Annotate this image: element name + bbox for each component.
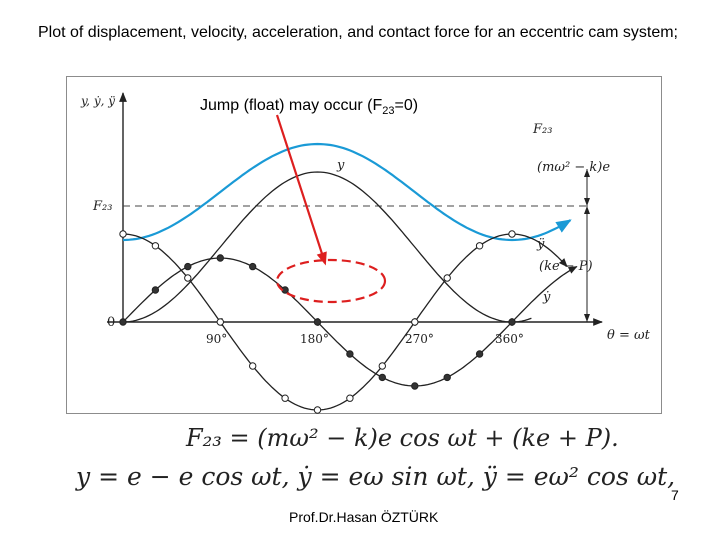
acceleration-marker — [411, 318, 419, 326]
y-curve-label: y — [336, 158, 345, 173]
dimension-arrow-mid-up — [584, 198, 590, 206]
acceleration-marker — [151, 242, 160, 250]
velocity-marker — [508, 318, 516, 326]
acceleration-marker — [313, 406, 322, 414]
velocity-marker — [411, 382, 419, 390]
dimension-arrow-top — [584, 169, 590, 177]
ydd-curve-label: ÿ — [536, 237, 545, 252]
velocity-marker — [378, 373, 386, 382]
callout-text-end: =0) — [394, 97, 419, 114]
jump-region-ellipse — [275, 258, 387, 304]
slide-title: Plot of displacement, velocity, accelera… — [38, 24, 678, 41]
tick-label-180: 180° — [300, 332, 329, 346]
y-axis-label: y, ẏ, ÿ — [80, 94, 115, 108]
motion-equations: y = e − e cos ωt, ẏ = eω sin ωt, ÿ = eω²… — [76, 462, 676, 491]
acceleration-curve — [122, 233, 568, 411]
velocity-markers — [119, 254, 516, 390]
velocity-marker — [184, 262, 192, 271]
callout-text: Jump (float) may occur (F — [200, 97, 383, 114]
cam-motion-diagram: y, ẏ, ÿ 0 F₂₃ θ = ωt 90° 180° 270° 360° … — [66, 76, 662, 414]
displacement-curve — [122, 171, 532, 323]
tick-label-270: 270° — [405, 332, 434, 346]
acceleration-marker — [508, 230, 516, 238]
dimension-arrow-mid-down — [584, 206, 590, 214]
velocity-marker — [443, 373, 451, 382]
acceleration-marker — [249, 362, 257, 370]
velocity-marker — [151, 286, 160, 294]
f23-curve — [122, 142, 572, 242]
velocity-marker — [346, 350, 354, 358]
acceleration-marker — [475, 242, 484, 250]
yd-curve-label: ẏ — [542, 290, 551, 305]
velocity-marker — [216, 254, 225, 262]
x-axis-label: θ = ωt — [607, 328, 651, 343]
acceleration-marker — [378, 362, 386, 370]
contact-force-equation: F₂₃ = (mω² − k)e cos ωt + (ke + P). — [186, 424, 619, 452]
callout-subscript: 23 — [382, 105, 395, 118]
velocity-marker — [119, 318, 127, 326]
tick-label-360: 360° — [495, 332, 524, 346]
acceleration-marker — [443, 274, 451, 282]
velocity-marker — [249, 262, 257, 271]
page-number: 7 — [671, 487, 679, 503]
lower-dimension-label: (ke − P) — [539, 259, 593, 274]
origin-label: 0 — [107, 315, 115, 330]
acceleration-marker — [184, 274, 192, 282]
acceleration-markers — [119, 230, 516, 414]
acceleration-marker — [281, 394, 289, 402]
f23-level-label: F₂₃ — [92, 199, 112, 214]
tick-label-90: 90° — [206, 332, 227, 346]
velocity-marker — [313, 318, 322, 326]
upper-dimension-label: (mω² − k)e — [537, 160, 610, 175]
callout-arrow — [275, 114, 327, 266]
dimension-arrow-bottom — [584, 314, 590, 322]
f23-curve-label: F₂₃ — [532, 122, 552, 137]
acceleration-marker — [119, 230, 127, 238]
author-footer: Prof.Dr.Hasan ÖZTÜRK — [289, 509, 439, 525]
velocity-marker — [475, 350, 484, 358]
diagram-svg: y, ẏ, ÿ 0 F₂₃ θ = ωt 90° 180° 270° 360° … — [80, 92, 651, 414]
acceleration-marker — [216, 318, 225, 326]
acceleration-marker — [346, 394, 354, 402]
jump-callout: Jump (float) may occur (F23=0) — [200, 96, 418, 121]
